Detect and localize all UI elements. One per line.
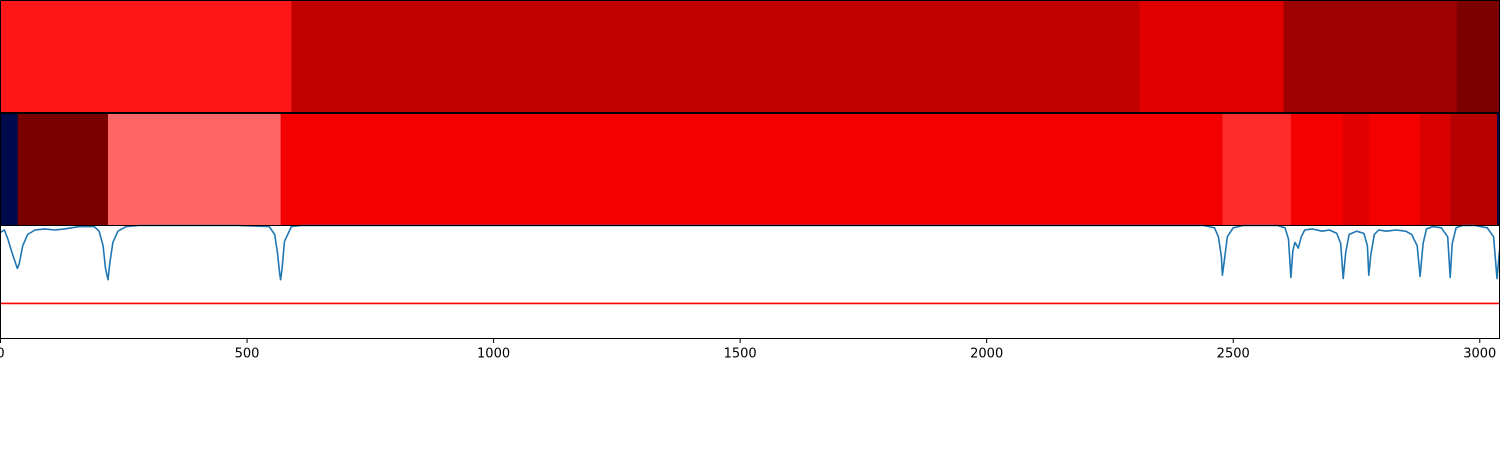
heatmap-cell	[1450, 113, 1498, 226]
heatmap-cell	[1420, 113, 1451, 226]
x-tick-label: 1000	[477, 347, 510, 362]
x-axis: 0 500 1000 1500 2000 2500 3000	[0, 338, 1496, 362]
heatmap-cell	[1222, 113, 1292, 226]
x-tick-label: 2000	[970, 347, 1003, 362]
heatmap-cell	[0, 113, 19, 226]
heatmap-cell	[0, 0, 292, 113]
heatmap-cell	[107, 113, 281, 226]
heatmap-cell	[1139, 0, 1284, 113]
heatmap-cell	[1343, 113, 1370, 226]
line-panel	[0, 224, 1500, 339]
series-line	[0, 224, 1500, 281]
heatmap-panel-top	[0, 0, 1500, 113]
heatmap-cell	[1283, 0, 1458, 113]
x-tick-label: 0	[0, 347, 5, 362]
heatmap-cell	[1290, 113, 1344, 226]
heatmap-cell	[1497, 113, 1500, 226]
heatmap-cell	[280, 113, 1223, 226]
x-tick-label: 1500	[724, 347, 757, 362]
heatmap-cell	[17, 113, 109, 226]
heatmap-cell	[1368, 113, 1421, 226]
x-tick-label: 2500	[1217, 347, 1250, 362]
heatmap-cell	[291, 0, 1140, 113]
heatmap-cell	[1456, 0, 1500, 113]
x-tick-label: 3000	[1463, 347, 1496, 362]
heatmap-panel-middle	[0, 113, 1500, 226]
x-tick-label: 500	[235, 347, 260, 362]
panel-frame	[0, 225, 1500, 339]
